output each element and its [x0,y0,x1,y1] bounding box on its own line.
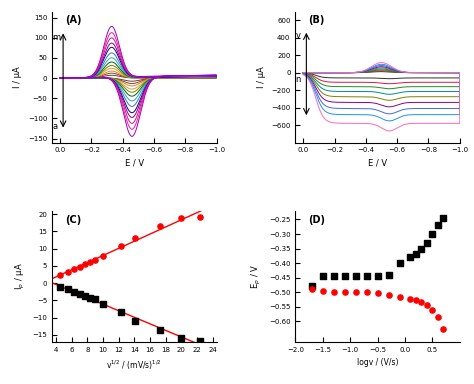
Point [196,338,203,344]
Point [418,300,425,306]
Point [428,307,436,313]
Point [64,269,72,275]
Point [385,291,392,298]
Point [418,245,425,252]
Point [374,273,382,279]
Point [99,252,107,258]
Point [319,273,327,279]
Text: (B): (B) [309,15,325,25]
Point [91,257,99,263]
Point [423,240,431,246]
Text: m: m [52,33,60,42]
Point [308,283,316,289]
Text: (C): (C) [65,215,82,225]
Point [319,288,327,294]
Point [412,297,420,303]
Point [330,273,337,279]
Point [363,273,370,279]
Y-axis label: I$_p$ / μA: I$_p$ / μA [14,262,27,290]
X-axis label: logv / (V/s): logv / (V/s) [357,358,398,367]
Point [156,327,164,333]
Point [363,289,370,295]
Text: v: v [295,31,301,40]
Point [352,273,359,279]
Point [412,251,420,257]
Y-axis label: I / μA: I / μA [256,66,265,88]
Point [434,314,442,320]
Point [177,335,185,341]
Point [396,260,403,266]
Point [428,231,436,237]
Point [407,296,414,302]
Point [71,289,78,295]
Text: (D): (D) [309,215,326,225]
Text: n: n [295,75,301,84]
Text: (A): (A) [65,15,82,25]
Y-axis label: I / μA: I / μA [13,66,22,88]
Point [423,302,431,308]
Point [82,293,89,299]
Point [341,289,348,295]
Point [117,310,124,316]
Point [385,272,392,278]
Point [56,283,64,290]
Point [434,222,442,228]
X-axis label: E / V: E / V [368,159,387,168]
Point [374,290,382,296]
Point [117,243,124,249]
Point [132,235,139,242]
Point [177,215,185,221]
Point [76,291,84,297]
Point [407,254,414,260]
Text: a: a [52,122,57,131]
Point [82,261,89,267]
Y-axis label: E$_p$ / V: E$_p$ / V [250,264,264,289]
Point [64,286,72,292]
Point [156,223,164,229]
Point [439,215,447,221]
Point [196,214,203,220]
Point [330,289,337,295]
Point [86,295,94,301]
Point [86,259,94,265]
Point [91,296,99,303]
Point [76,263,84,270]
Point [396,293,403,300]
Point [132,318,139,324]
X-axis label: E / V: E / V [125,159,144,168]
Point [56,272,64,278]
Point [341,273,348,279]
Point [439,326,447,332]
Point [308,286,316,292]
Point [99,301,107,307]
Point [352,289,359,295]
Point [71,266,78,272]
X-axis label: v$^{1/2}$ / (mV/s)$^{1/2}$: v$^{1/2}$ / (mV/s)$^{1/2}$ [107,358,162,372]
